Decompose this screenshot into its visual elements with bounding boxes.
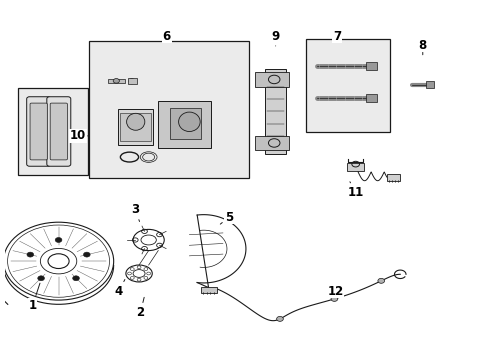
Bar [365, 62, 376, 71]
Circle shape [55, 238, 62, 242]
Text: 6: 6 [163, 30, 171, 42]
Circle shape [83, 252, 90, 257]
Bar [201, 287, 216, 293]
Bar [117, 109, 153, 145]
FancyBboxPatch shape [27, 97, 51, 166]
Bar [108, 79, 124, 83]
FancyBboxPatch shape [47, 97, 71, 166]
Circle shape [330, 296, 337, 301]
Ellipse shape [113, 78, 119, 83]
Text: 8: 8 [418, 39, 426, 55]
Text: 5: 5 [220, 211, 233, 224]
Bar [18, 88, 88, 175]
Circle shape [38, 276, 44, 281]
Text: 12: 12 [327, 285, 343, 298]
Bar [365, 94, 376, 102]
Bar [89, 41, 249, 178]
Text: 2: 2 [136, 297, 144, 319]
FancyBboxPatch shape [50, 103, 67, 160]
Text: 11: 11 [347, 182, 363, 199]
Text: 7: 7 [332, 30, 340, 42]
Text: 4: 4 [115, 279, 124, 298]
Ellipse shape [129, 78, 135, 84]
Bar [255, 72, 288, 86]
Bar [346, 163, 364, 171]
Bar [386, 174, 399, 181]
Bar [425, 81, 433, 88]
Circle shape [27, 252, 34, 257]
Circle shape [377, 278, 384, 283]
Bar [158, 100, 210, 148]
Bar [170, 108, 201, 139]
Circle shape [276, 316, 283, 321]
Text: 9: 9 [271, 30, 279, 46]
Bar [128, 78, 137, 84]
Bar [255, 136, 288, 150]
Bar [120, 113, 151, 141]
Bar [264, 69, 285, 154]
FancyBboxPatch shape [30, 103, 47, 160]
Ellipse shape [126, 113, 144, 130]
Text: 10: 10 [70, 129, 87, 143]
Text: 1: 1 [29, 283, 40, 312]
Bar [305, 39, 389, 132]
Ellipse shape [178, 112, 200, 131]
Circle shape [73, 276, 79, 281]
Text: 3: 3 [131, 203, 139, 221]
